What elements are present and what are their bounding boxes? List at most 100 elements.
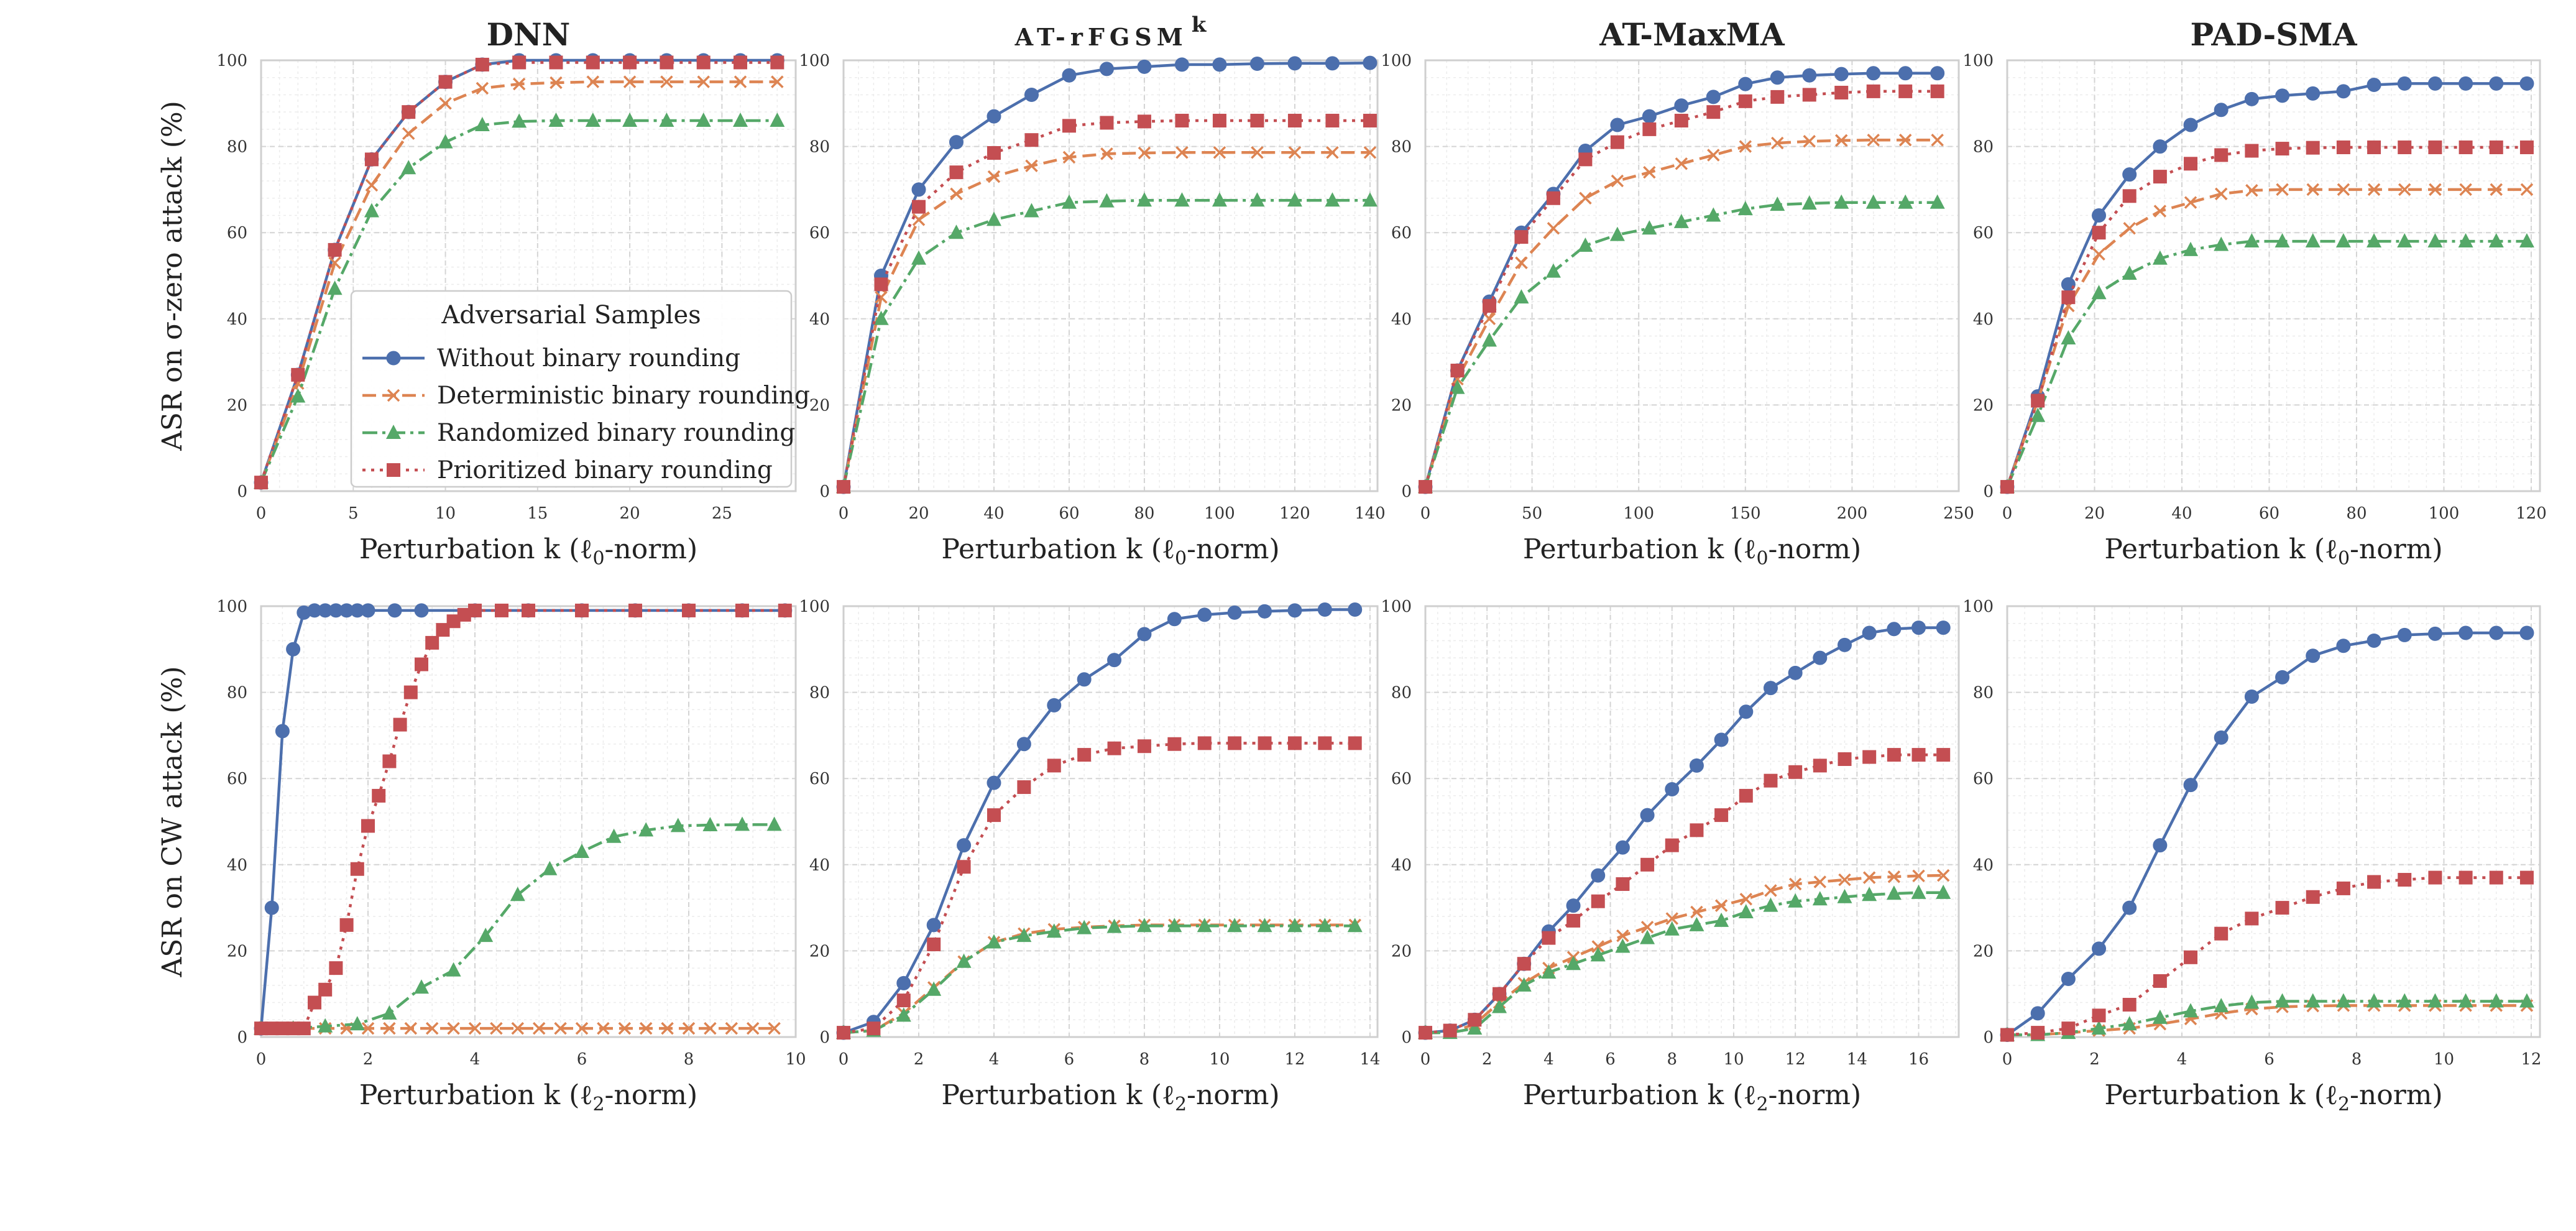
data-point-without [2397,76,2412,91]
x-tick-label: 0 [256,504,267,523]
y-tick-label: 20 [1391,942,1412,961]
data-point-randomized [1886,885,1902,900]
data-point-deterministic [550,76,563,90]
series-line-deterministic [1425,874,1944,1035]
x-tick-label: 50 [1522,504,1542,523]
data-point-randomized [1541,964,1557,979]
data-point-randomized [1578,237,1593,252]
y-tick-label: 80 [1391,684,1412,703]
data-point-deterministic [1867,133,1880,147]
panel-3: 0 20 40 60 80 100 120 0 20 40 60 80 100 PAD-SMA Pertur… [1962,16,2546,569]
data-point-prioritized [734,55,748,70]
data-point-randomized [638,822,654,837]
data-point-randomized [1545,263,1561,278]
data-point-prioritized [329,961,343,975]
data-point-prioritized [2398,873,2412,887]
data-point-randomized [1737,201,1753,216]
data-point-deterministic [2490,183,2503,196]
data-point-deterministic [661,1021,674,1035]
data-point-randomized [2214,998,2229,1013]
data-point-randomized [1347,918,1363,933]
data-point-prioritized [468,603,482,617]
data-point-randomized [986,211,1001,226]
data-point-randomized [949,224,964,239]
x-tick-label: 8 [1139,1050,1150,1069]
data-point-randomized [318,1018,333,1033]
y-tick-label: 100 [216,597,247,616]
data-point-prioritized [1738,94,1752,108]
data-point-prioritized [1482,299,1496,313]
y-tick-label: 80 [1391,138,1412,157]
x-tick-label: 10 [2434,1050,2454,1069]
data-point-deterministic [575,1021,589,1035]
x-tick-label: 25 [712,504,732,523]
series-deterministic [2000,183,2534,494]
data-point-randomized [1136,192,1152,207]
y-tick-label: 80 [227,138,247,157]
data-point-randomized [2244,233,2260,248]
data-point-deterministic [1579,191,1592,205]
data-point-randomized [1046,923,1062,938]
data-point-prioritized [1318,736,1332,750]
y-tick-label: 40 [809,310,830,329]
data-point-randomized [1689,916,1704,931]
data-point-randomized [2122,265,2137,280]
data-point-prioritized [1348,736,1362,750]
series-line-randomized [1425,891,1944,1035]
data-point-deterministic [383,1021,396,1035]
data-point-randomized [1514,289,1529,304]
x-tick-label: 12 [1785,1050,1806,1069]
data-point-deterministic [746,1021,760,1035]
data-point-randomized [670,818,686,832]
data-point-prioritized [987,808,1001,823]
data-point-without [361,603,375,618]
data-point-deterministic [1138,146,1151,160]
series-randomized [2000,993,2534,1041]
data-point-without [1174,57,1189,72]
data-point-without [1714,732,1729,747]
data-point-randomized [349,1016,365,1031]
data-point-randomized [622,113,638,127]
data-point-prioritized [2184,157,2198,171]
data-point-without [1287,56,1302,71]
x-tick-label: 200 [1837,504,1868,523]
x-tick-label: 0 [839,504,849,523]
data-point-prioritized [2214,926,2229,941]
x-tick-label: 5 [348,504,359,523]
plot-frame [842,59,1379,492]
data-point-randomized [2152,1009,2168,1024]
data-point-without [1016,737,1031,752]
data-point-without [1788,665,1803,680]
data-point-prioritized [2306,141,2320,155]
panel-2: 0 50 100 150 200 250 0 20 40 60 80 100 AT-MaxMA Pertu… [1381,16,1974,569]
data-point-randomized [1738,904,1754,919]
data-point-deterministic [2429,183,2442,196]
series-line-without [2006,631,2527,1036]
data-point-prioritized [457,607,471,622]
data-point-prioritized [2489,870,2503,885]
y-tick-label: 0 [1401,482,1412,501]
data-point-randomized [1061,194,1077,209]
data-point-prioritized [896,994,911,1008]
x-tick-label: 150 [1730,504,1761,523]
data-point-randomized [1099,193,1115,208]
data-point-prioritized [1788,765,1803,779]
y-tick-label: 0 [1983,1028,1994,1047]
data-point-without [1107,653,1122,668]
data-point-deterministic [734,75,747,88]
data-point-without [1640,808,1655,823]
data-point-without [2214,103,2229,118]
panel-6: 0 2 4 6 8 10 12 14 16 0 20 40 60 80 100 Perturbation k … [1381,597,1960,1115]
y-tick-label: 0 [819,1028,830,1047]
data-point-randomized [873,310,889,325]
data-point-randomized [2427,993,2443,1008]
data-point-deterministic [639,1021,653,1035]
data-point-without [1674,98,1689,113]
data-point-prioritized [1287,114,1302,128]
data-point-deterministic [1838,873,1851,887]
data-point-randomized [327,280,343,295]
data-point-without [2275,670,2290,685]
data-point-prioritized [2092,1008,2106,1023]
data-point-prioritized [1936,748,1951,762]
